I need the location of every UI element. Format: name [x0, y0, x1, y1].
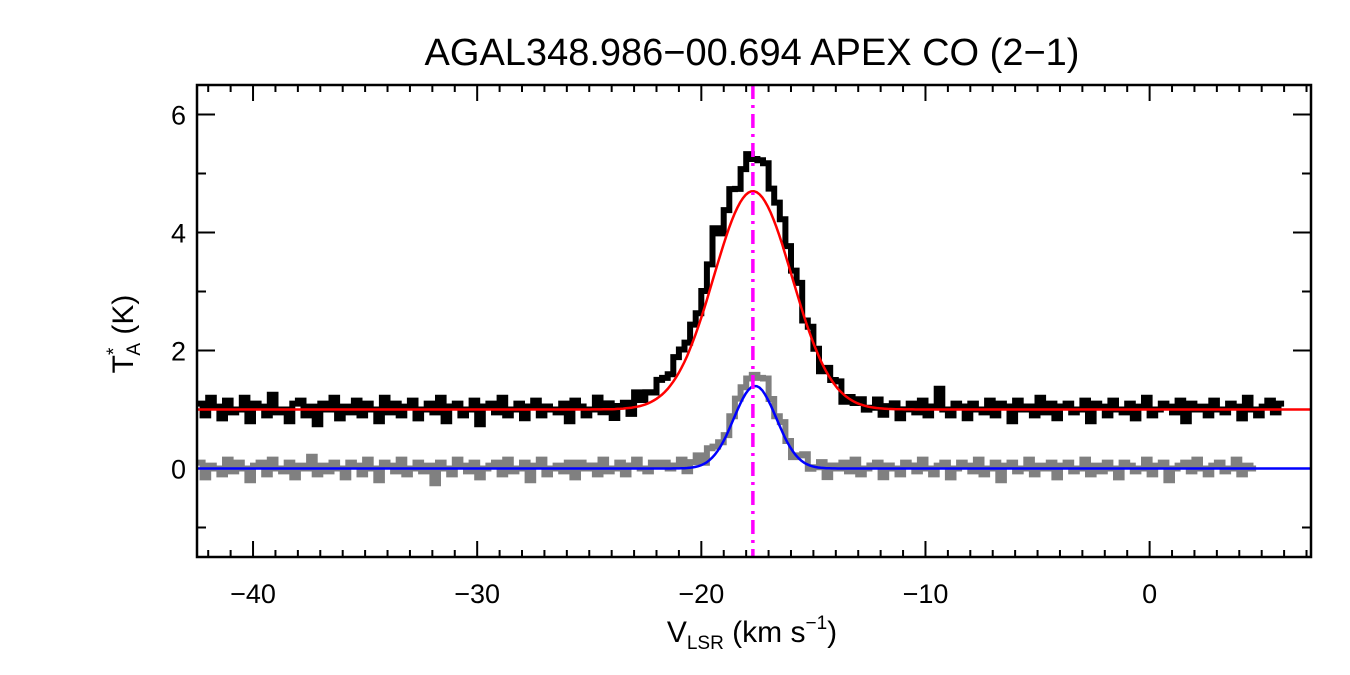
y-axis-label: T*A (K) — [104, 295, 145, 374]
y-tick-label: 4 — [171, 219, 186, 249]
second-spectrum-step — [197, 371, 1257, 487]
y-tick-label: 0 — [171, 455, 186, 485]
plot-area — [195, 83, 1313, 559]
red-gaussian-fit — [197, 190, 1311, 411]
x-axis-label: VLSR (km s−1) — [667, 613, 837, 654]
x-tick-label: −10 — [903, 579, 949, 609]
co21-spectrum-step — [197, 151, 1285, 428]
chart-title: AGAL348.986−00.694 APEX CO (2−1) — [425, 32, 1080, 74]
y-tick-label: 2 — [171, 337, 186, 367]
x-tick-label: −20 — [678, 579, 724, 609]
plot-frame — [195, 83, 1313, 559]
x-tick-label: −40 — [230, 579, 276, 609]
x-tick-label: 0 — [1142, 579, 1157, 609]
y-tick-labels: 0 2 4 6 — [171, 101, 186, 485]
y-tick-label: 6 — [171, 101, 186, 131]
x-tick-label: −30 — [454, 579, 500, 609]
x-tick-labels: −40 −30 −20 −10 0 — [230, 579, 1157, 609]
